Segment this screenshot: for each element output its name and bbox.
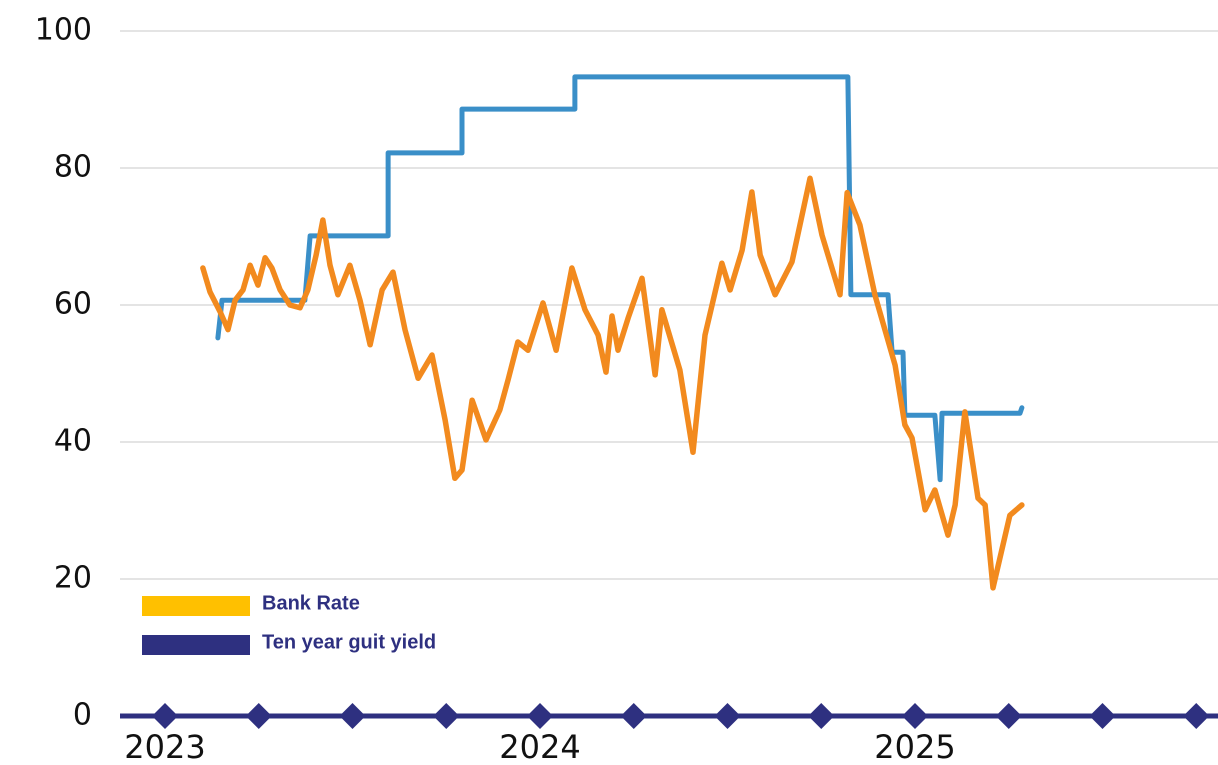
diamond-marker (1089, 703, 1116, 729)
x-tick-label: 2023 (124, 728, 205, 765)
y-tick-label: 40 (54, 424, 92, 459)
diamond-marker (902, 703, 928, 729)
diamond-marker (339, 703, 366, 729)
diamond-marker (1183, 703, 1210, 729)
y-tick-label: 100 (35, 13, 92, 48)
diamond-marker (152, 703, 178, 729)
legend-swatch (142, 596, 250, 616)
y-tick-label: 60 (54, 287, 92, 322)
y-tick-label: 0 (73, 698, 92, 733)
diamond-marker (808, 703, 835, 729)
line-series (200, 175, 1025, 591)
diamond-marker (245, 703, 272, 729)
diamond-marker (995, 703, 1022, 729)
diamond-marker (714, 703, 741, 729)
legend-label: Bank Rate (262, 592, 360, 614)
y-tick-label: 80 (54, 150, 92, 185)
line-series (215, 74, 1025, 483)
x-tick-label: 2024 (499, 728, 580, 765)
diamond-marker (620, 703, 647, 729)
diamond-marker (527, 703, 553, 729)
diamond-marker (433, 703, 460, 729)
y-tick-label: 20 (54, 561, 92, 596)
x-tick-label: 2025 (874, 728, 955, 765)
legend-swatch (142, 635, 250, 655)
legend-label: Ten year guit yield (262, 631, 436, 653)
